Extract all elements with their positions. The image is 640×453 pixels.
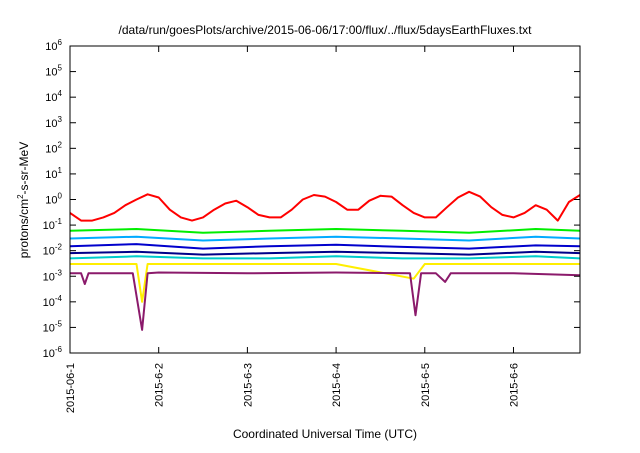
y-axis-label: protons/cm2-s-sr-MeV [16, 142, 31, 258]
x-tick-label: 2015-6-5 [420, 363, 432, 407]
x-tick-label: 2015-6-6 [509, 363, 521, 407]
y-tick-label: 10-4 [43, 294, 63, 309]
x-tick-label: 2015-6-3 [242, 363, 254, 407]
y-tick-label: 104 [45, 89, 62, 104]
y-tick-label: 106 [45, 38, 62, 53]
x-axis-label: Coordinated Universal Time (UTC) [233, 427, 417, 441]
y-axis-label-part: -s-sr-MeV [17, 142, 31, 195]
series-line-1 [69, 190, 581, 222]
y-tick-label: 10-1 [43, 217, 63, 232]
y-axis-label-part: protons/cm [17, 199, 31, 258]
y-tick-label: 10-2 [43, 243, 63, 258]
y-tick-label: 101 [45, 166, 62, 181]
x-axis: 2015-06-1 2015-6-2 2015-6-3 2015-6-4 2015-6-… [65, 46, 521, 413]
series-line-7 [70, 263, 580, 303]
y-tick-label: 103 [45, 115, 62, 130]
y-tick-label: 105 [45, 64, 62, 79]
x-tick-label: 2015-6-2 [154, 363, 166, 407]
x-tick-label: 2015-6-4 [331, 363, 343, 407]
series-line-8 [70, 271, 581, 331]
chart-title: /data/run/goesPlots/archive/2015-06-06/1… [119, 23, 533, 37]
y-tick-label: 102 [45, 140, 62, 155]
series-line-4 [69, 243, 581, 250]
series-line-2 [69, 228, 581, 234]
plot-frame [69, 45, 581, 354]
y-tick-label: 100 [45, 192, 62, 207]
y-tick-label: 10-3 [43, 268, 63, 283]
y-axis: 10-6 10-5 10-4 10-3 10-2 10-1 100 101 102 103 104 1… [43, 38, 580, 360]
series-line-3 [69, 235, 581, 242]
x-tick-label: 2015-06-1 [65, 363, 77, 413]
series-line-5 [69, 250, 581, 256]
y-tick-label: 10-6 [43, 345, 63, 360]
series-layer [69, 190, 581, 331]
y-tick-label: 10-5 [43, 319, 63, 334]
series-line-6 [69, 255, 581, 260]
y-axis-label-superscript: 2 [16, 194, 25, 199]
